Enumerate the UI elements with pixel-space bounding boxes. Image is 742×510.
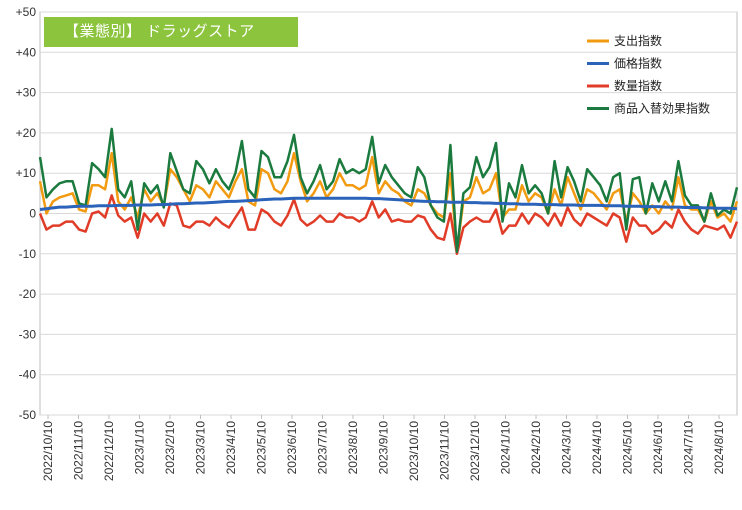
x-tick-label: 2023/1/10 <box>133 421 147 475</box>
x-tick-label: 2024/2/10 <box>529 421 543 475</box>
x-axis: 2022/10/10 2022/11/10 2022/12/10 2023/1/10 2… <box>41 415 726 481</box>
grid-layer <box>40 11 737 416</box>
y-tick-label: +40 <box>16 45 37 59</box>
y-tick-label: -30 <box>19 327 37 341</box>
x-tick-label: 2023/7/10 <box>316 421 330 475</box>
y-tick-label: -40 <box>19 368 37 382</box>
legend-label: 価格指数 <box>614 56 662 71</box>
x-tick-label: 2023/4/10 <box>224 421 238 475</box>
chart-title-badge: 【業態別】 ドラッグストア <box>44 17 298 47</box>
x-tick-label: 2023/5/10 <box>255 421 269 475</box>
y-tick-label: -20 <box>19 287 37 301</box>
x-tick-label: 2023/8/10 <box>346 421 360 475</box>
x-tick-label: 2023/2/10 <box>163 421 177 475</box>
series-line-3 <box>38 194 739 256</box>
x-tick-label: 2023/12/10 <box>468 421 482 481</box>
y-tick-label: +30 <box>16 86 37 100</box>
series-layer <box>38 127 739 256</box>
y-tick-label: +50 <box>16 5 37 19</box>
x-tick-label: 2024/6/10 <box>651 421 665 475</box>
x-tick-label: 2024/3/10 <box>560 421 574 475</box>
x-tick-label: 2024/5/10 <box>621 421 635 475</box>
y-tick-label: -50 <box>19 408 37 422</box>
x-tick-label: 2024/8/10 <box>712 421 726 475</box>
series-line-2 <box>39 196 738 211</box>
legend-label: 支出指数 <box>614 33 662 48</box>
x-tick-label: 2023/11/10 <box>438 421 452 480</box>
x-tick-label: 2023/6/10 <box>285 421 299 475</box>
legend-label: 商品入替効果指数 <box>614 101 710 116</box>
x-tick-label: 2022/11/10 <box>72 421 86 480</box>
y-tick-label: +20 <box>16 126 37 140</box>
x-tick-label: 2023/3/10 <box>194 421 208 475</box>
y-tick-label: 0 <box>29 207 36 221</box>
y-tick-label: -10 <box>19 247 37 261</box>
x-tick-label: 2022/12/10 <box>102 421 116 481</box>
y-tick-label: +10 <box>16 166 37 180</box>
series-line-4 <box>38 127 739 254</box>
series-line-1 <box>38 151 739 252</box>
y-axis: +50 +40 +30 +20 +10 0 -10 -20 -30 -40 -50 <box>16 5 37 422</box>
x-tick-label: 2024/1/10 <box>499 421 513 475</box>
x-tick-label: 2022/10/10 <box>41 421 55 481</box>
x-tick-label: 2023/10/10 <box>407 421 421 481</box>
x-tick-label: 2024/4/10 <box>590 421 604 475</box>
x-tick-label: 2024/7/10 <box>682 421 696 475</box>
legend-label: 数量指数 <box>614 78 662 93</box>
x-tick-label: 2023/9/10 <box>377 421 391 475</box>
